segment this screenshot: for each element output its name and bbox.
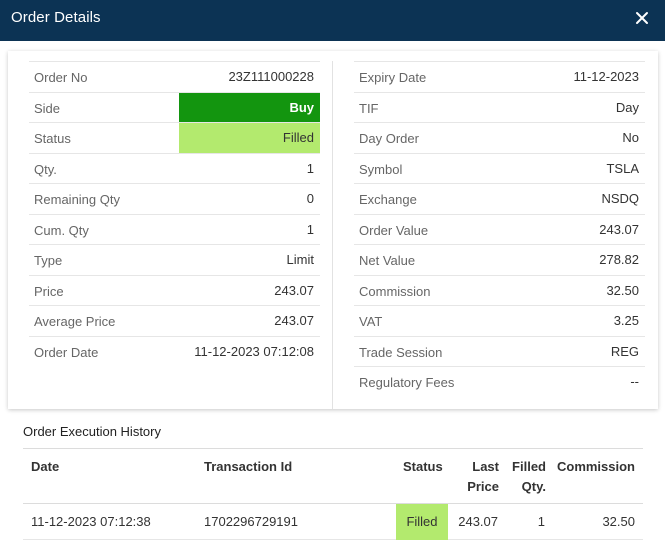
detail-row-trade-session: Trade Session REG [354,335,645,367]
detail-value: No [622,130,639,145]
detail-row-side: Side Buy [29,91,320,122]
detail-label: Side [34,100,61,116]
history-cell-date: 11-12-2023 07:12:38 [31,514,151,529]
history-cell-transaction-id: 1702296729191 [204,514,298,529]
detail-label: Regulatory Fees [359,375,455,390]
detail-row-type: Type Limit [29,244,320,275]
detail-row-tif: TIF Day [354,91,645,123]
col-header-last-price-line1[interactable]: Last [472,459,499,474]
history-header-row: Date Transaction Id Status Last Price Fi… [23,448,643,504]
detail-row-net-value: Net Value 278.82 [354,244,645,275]
detail-row-expiry-date: Expiry Date 11-12-2023 [354,61,645,92]
detail-label: VAT [359,314,383,329]
detail-value: NSDQ [601,191,639,206]
side-value-badge: Buy [179,92,320,122]
detail-row-qty: Qty. 1 [29,152,320,184]
dialog-titlebar: Order Details [0,0,665,41]
detail-label: Remaining Qty [34,192,120,207]
detail-label: Expiry Date [359,70,427,85]
col-header-last-price-line2[interactable]: Price [467,479,499,494]
detail-row-day-order: Day Order No [354,122,645,153]
detail-value: 243.07 [274,313,314,328]
left-details-table: Order No 23Z111000228 Side Buy Status Fi… [29,61,320,366]
detail-row-symbol: Symbol TSLA [354,152,645,184]
col-header-filled-qty-line2[interactable]: Qty. [521,479,546,494]
col-header-transaction-id[interactable]: Transaction Id [204,459,293,474]
history-row: 11-12-2023 07:12:38 1702296729191 Filled… [23,504,643,540]
detail-label: Average Price [34,314,116,329]
execution-history-table: Date Transaction Id Status Last Price Fi… [23,448,643,540]
status-value-badge: Filled [179,123,320,153]
close-icon-glyph [636,12,648,24]
detail-label: Qty. [34,161,57,177]
order-details-panel: Order No 23Z111000228 Side Buy Status Fi… [8,51,658,409]
detail-label: Cum. Qty [34,222,89,238]
detail-value: REG [610,343,639,359]
detail-label: Order No [34,70,88,85]
detail-value: 11-12-2023 07:12:08 [194,343,314,359]
detail-label: Order Date [34,344,99,360]
detail-value: -- [630,374,639,389]
right-details-table: Expiry Date 11-12-2023 TIF Day Day Order… [354,61,645,397]
detail-value: 278.82 [599,252,639,267]
detail-label: Net Value [359,253,416,268]
detail-value: TSLA [606,160,639,176]
detail-row-status: Status Filled [29,122,320,153]
detail-value: 3.25 [613,313,639,328]
detail-label: Price [34,283,64,299]
detail-value: 1 [306,160,314,176]
history-cell-filled-qty: 1 [537,514,545,529]
detail-row-remaining-qty: Remaining Qty 0 [29,183,320,214]
detail-label: Commission [359,283,431,299]
detail-row-order-date: Order Date 11-12-2023 07:12:08 [29,335,320,367]
history-cell-commission: 32.50 [602,514,635,529]
detail-label: Order Value [359,222,429,238]
detail-value: Limit [286,252,314,267]
col-header-status[interactable]: Status [403,459,443,474]
detail-row-cum-qty: Cum. Qty 1 [29,213,320,245]
detail-value: 243.07 [274,282,314,298]
col-header-filled-qty-line1[interactable]: Filled [512,459,546,474]
detail-value: 243.07 [599,221,639,237]
detail-value: 0 [306,191,314,206]
col-header-commission[interactable]: Commission [556,459,635,474]
detail-value: Day [615,99,639,115]
close-icon[interactable] [630,6,654,30]
detail-row-order-no: Order No 23Z111000228 [29,61,320,92]
detail-row-price: Price 243.07 [29,274,320,306]
history-cell-last-price: 243.07 [458,514,498,529]
detail-row-vat: VAT 3.25 [354,305,645,336]
detail-label: Trade Session [359,344,443,360]
detail-row-average-price: Average Price 243.07 [29,305,320,336]
detail-label: Status [34,131,71,146]
execution-history-title: Order Execution History [23,424,161,439]
col-header-date[interactable]: Date [31,459,60,474]
detail-label: Day Order [359,131,419,146]
detail-row-order-value: Order Value 243.07 [354,213,645,245]
history-cell-status-badge: Filled [396,504,448,540]
detail-label: Exchange [359,192,417,207]
detail-label: TIF [359,100,379,116]
detail-value: 23Z111000228 [228,69,314,84]
detail-value: 1 [306,221,314,237]
detail-row-exchange: Exchange NSDQ [354,183,645,214]
dialog-title: Order Details [11,9,101,26]
detail-value: 32.50 [606,282,639,298]
detail-label: Symbol [359,161,403,177]
detail-label: Type [34,253,63,268]
column-divider [332,61,333,409]
detail-row-regulatory-fees: Regulatory Fees -- [354,366,645,397]
detail-value: 11-12-2023 [573,69,639,84]
detail-row-commission: Commission 32.50 [354,274,645,306]
